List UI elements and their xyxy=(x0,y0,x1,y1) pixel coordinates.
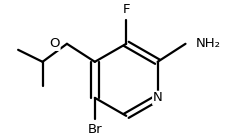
Text: F: F xyxy=(122,3,130,16)
Text: NH₂: NH₂ xyxy=(196,37,221,50)
Text: O: O xyxy=(50,37,60,50)
Text: N: N xyxy=(153,91,162,104)
Text: Br: Br xyxy=(87,123,102,136)
